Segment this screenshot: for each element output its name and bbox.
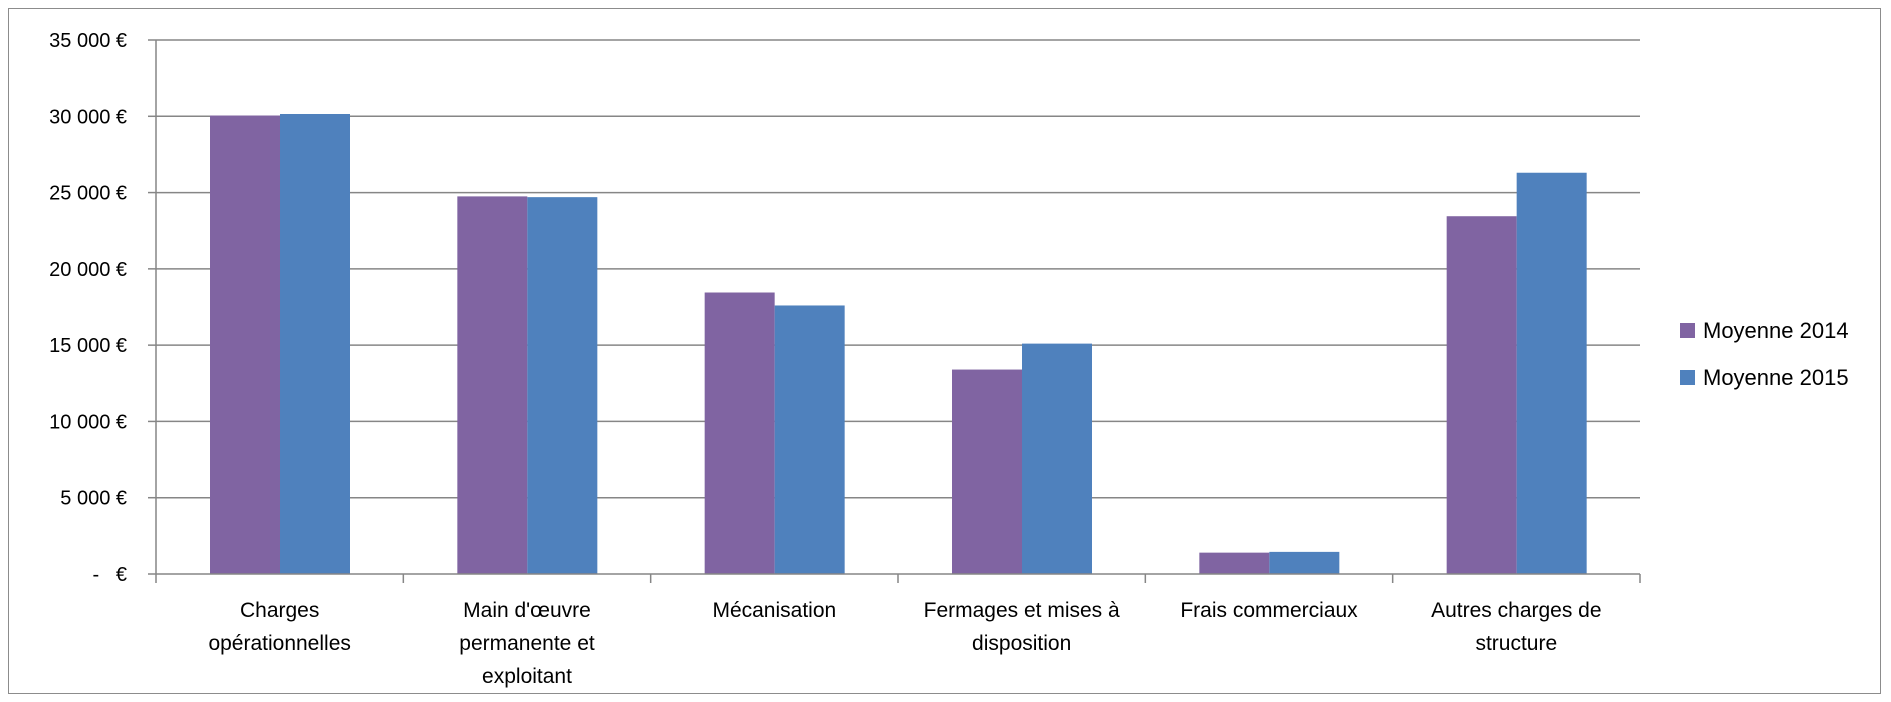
y-tick-label: 35 000 € [49, 30, 127, 52]
bar-moyenne-2015 [527, 197, 598, 575]
x-tick-label-line: structure [1475, 632, 1557, 655]
y-tick-label: 15 000 € [49, 335, 127, 357]
bar-moyenne-2014 [704, 292, 775, 574]
legend-swatch [1680, 370, 1695, 385]
x-tick-label: Fermages et mises à disposition [924, 599, 1120, 655]
x-tick-label-line: disposition [972, 632, 1071, 655]
y-tick-label: 30 000 € [49, 106, 127, 128]
x-tick-label-line: opérationnelles [208, 632, 350, 655]
y-tick-label: 5 000 € [60, 488, 127, 510]
y-tick-labels: - € 5 000 € 10 000 € 15 000 € 20 000 € 25 000… [49, 30, 127, 586]
x-tick-label: Autres charges de structure [1431, 599, 1601, 655]
x-tick-label-line: Autres charges de [1431, 599, 1601, 622]
bar-moyenne-2014 [457, 196, 528, 574]
y-tick-label: - € [93, 564, 127, 586]
y-tick-label: 10 000 € [49, 411, 127, 433]
bars [210, 113, 1587, 575]
x-tick-label: Charges opérationnelles [208, 599, 350, 655]
x-tick-label-line: Charges [240, 599, 319, 622]
bar-moyenne-2015 [1269, 551, 1340, 574]
x-tick-label-line: Main d'œuvre [463, 599, 591, 622]
bar-moyenne-2015 [280, 113, 350, 575]
bar-moyenne-2014 [210, 115, 280, 574]
legend-label: Moyenne 2014 [1703, 318, 1849, 343]
legend-swatch [1680, 323, 1695, 338]
bar-moyenne-2014 [1199, 552, 1270, 574]
x-tick-label: Mécanisation [712, 599, 836, 622]
x-tick-label-line: Mécanisation [712, 599, 836, 622]
legend-label: Moyenne 2015 [1703, 365, 1849, 390]
gridlines [156, 39, 1640, 499]
axes [148, 39, 1641, 583]
y-tick-label: 20 000 € [49, 259, 127, 281]
x-tick-label: Frais commerciaux [1180, 599, 1358, 622]
bar-moyenne-2014 [1446, 216, 1517, 574]
x-tick-label: Main d'œuvre permanente et exploitant [459, 599, 595, 688]
x-tick-labels: Charges opérationnelles Main d'œuvre perman… [208, 599, 1601, 688]
bar-moyenne-2015 [1516, 172, 1587, 575]
x-tick-label-line: Fermages et mises à [924, 599, 1120, 622]
bar-moyenne-2015 [1022, 343, 1092, 574]
x-tick-label-line: exploitant [482, 665, 572, 688]
bar-moyenne-2014 [952, 369, 1022, 574]
legend: Moyenne 2014 Moyenne 2015 [1680, 318, 1849, 390]
x-tick-label-line: Frais commerciaux [1180, 599, 1358, 622]
bar-moyenne-2015 [774, 305, 845, 574]
x-tick-label-line: permanente et [459, 632, 595, 655]
y-tick-label: 25 000 € [49, 183, 127, 205]
